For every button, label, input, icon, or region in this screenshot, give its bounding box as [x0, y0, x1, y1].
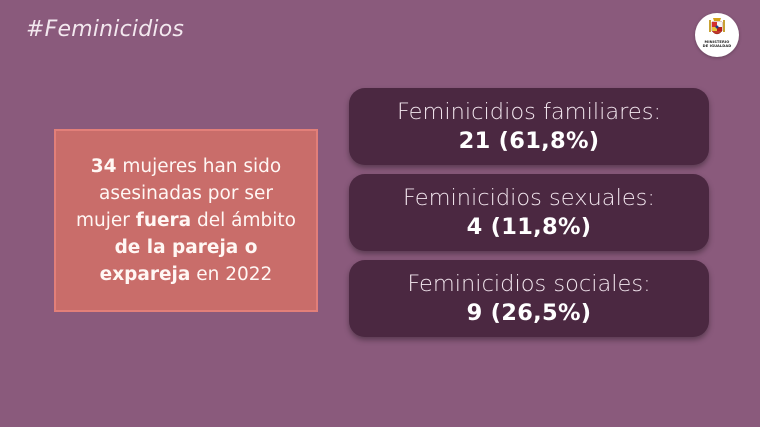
summary-text: 34 mujeres han sido asesinadas por ser m… — [56, 153, 316, 288]
logo-line-1: MINISTERIO — [704, 40, 730, 44]
stat-value: 21 (61,8%) — [458, 127, 600, 154]
stat-card-sociales: Feminicidios sociales: 9 (26,5%) — [349, 260, 709, 337]
summary-bold-2: de la pareja o expareja — [99, 237, 258, 285]
stat-label: Feminicidios sexuales: — [403, 184, 655, 211]
stat-label: Feminicidios familiares: — [396, 98, 662, 125]
summary-count: 34 — [90, 156, 117, 177]
summary-part-2: del ámbito — [191, 210, 296, 231]
stat-value: 9 (26,5%) — [466, 299, 592, 326]
stat-card-familiares: Feminicidios familiares: 21 (61,8%) — [349, 88, 709, 165]
ministry-logo: MINISTERIO DE IGUALDAD — [695, 13, 739, 57]
logo-line-2: DE IGUALDAD — [702, 44, 732, 49]
summary-part-3: en 2022 — [190, 264, 273, 285]
summary-part-1: mujeres han sido asesinadas por ser muje… — [76, 156, 282, 231]
hashtag-title: #Feminicidios — [26, 17, 185, 42]
stat-card-sexuales: Feminicidios sexuales: 4 (11,8%) — [349, 174, 709, 251]
stat-value: 4 (11,8%) — [466, 213, 592, 240]
stat-label: Feminicidios sociales: — [407, 270, 651, 297]
summary-box: 34 mujeres han sido asesinadas por ser m… — [54, 129, 318, 312]
logo-text: MINISTERIO DE IGUALDAD — [703, 40, 732, 49]
summary-bold-1: fuera — [135, 210, 192, 231]
spain-coat-of-arms-icon — [709, 18, 725, 35]
